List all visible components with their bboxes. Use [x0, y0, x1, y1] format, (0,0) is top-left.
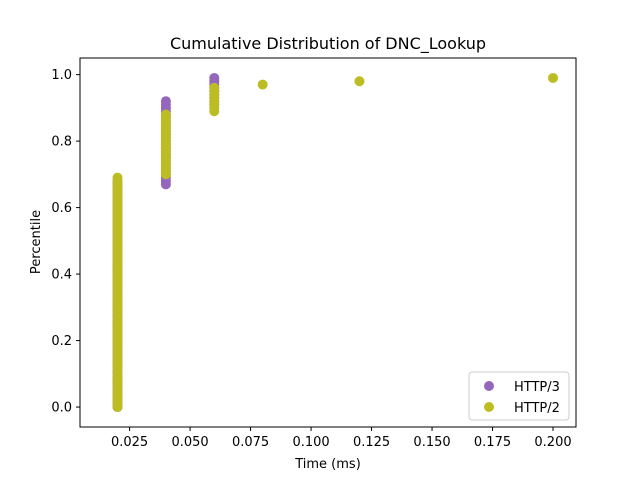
x-tick-label: 0.150 [413, 435, 450, 450]
series-http2 [112, 72, 559, 413]
plot-frame [79, 57, 577, 428]
y-axis-label: Percentile [29, 210, 44, 274]
data-points [112, 72, 559, 413]
y-tick-label: 0.4 [51, 268, 72, 283]
x-tick-label: 0.050 [171, 435, 208, 450]
chart-title: Cumulative Distribution of DNC_Lookup [170, 34, 486, 54]
y-tick-label: 0.8 [51, 135, 72, 150]
x-tick-label: 0.175 [474, 435, 511, 450]
x-tick-label: 0.075 [232, 435, 269, 450]
x-tick-label: 0.200 [534, 435, 571, 450]
plot-area [79, 57, 577, 428]
legend-marker-http2 [484, 402, 494, 412]
x-tick-label: 0.025 [111, 435, 148, 450]
data-point [209, 82, 220, 93]
legend-label-http3: HTTP/3 [514, 380, 560, 395]
legend: HTTP/3 HTTP/2 [468, 371, 570, 421]
data-point [112, 172, 123, 183]
legend-marker-http3 [484, 381, 494, 391]
x-tick-label: 0.125 [353, 435, 390, 450]
data-point [209, 72, 220, 83]
data-point [548, 72, 559, 83]
y-axis-ticks: 0.0 0.2 0.4 0.6 0.8 1.0 [51, 68, 80, 416]
data-point [257, 79, 268, 90]
y-tick-label: 0.2 [51, 334, 72, 349]
legend-frame [468, 371, 570, 421]
x-axis-ticks: 0.025 0.050 0.075 0.100 0.125 0.150 0.175 0.200 [111, 427, 572, 450]
data-point [160, 96, 171, 107]
data-point [354, 76, 365, 87]
legend-label-http2: HTTP/2 [514, 401, 560, 416]
x-tick-label: 0.100 [292, 435, 329, 450]
y-tick-label: 1.0 [51, 68, 72, 83]
y-tick-label: 0.6 [51, 201, 72, 216]
x-axis-label: Time (ms) [294, 457, 361, 472]
y-tick-label: 0.0 [51, 401, 72, 416]
data-point [160, 109, 171, 120]
